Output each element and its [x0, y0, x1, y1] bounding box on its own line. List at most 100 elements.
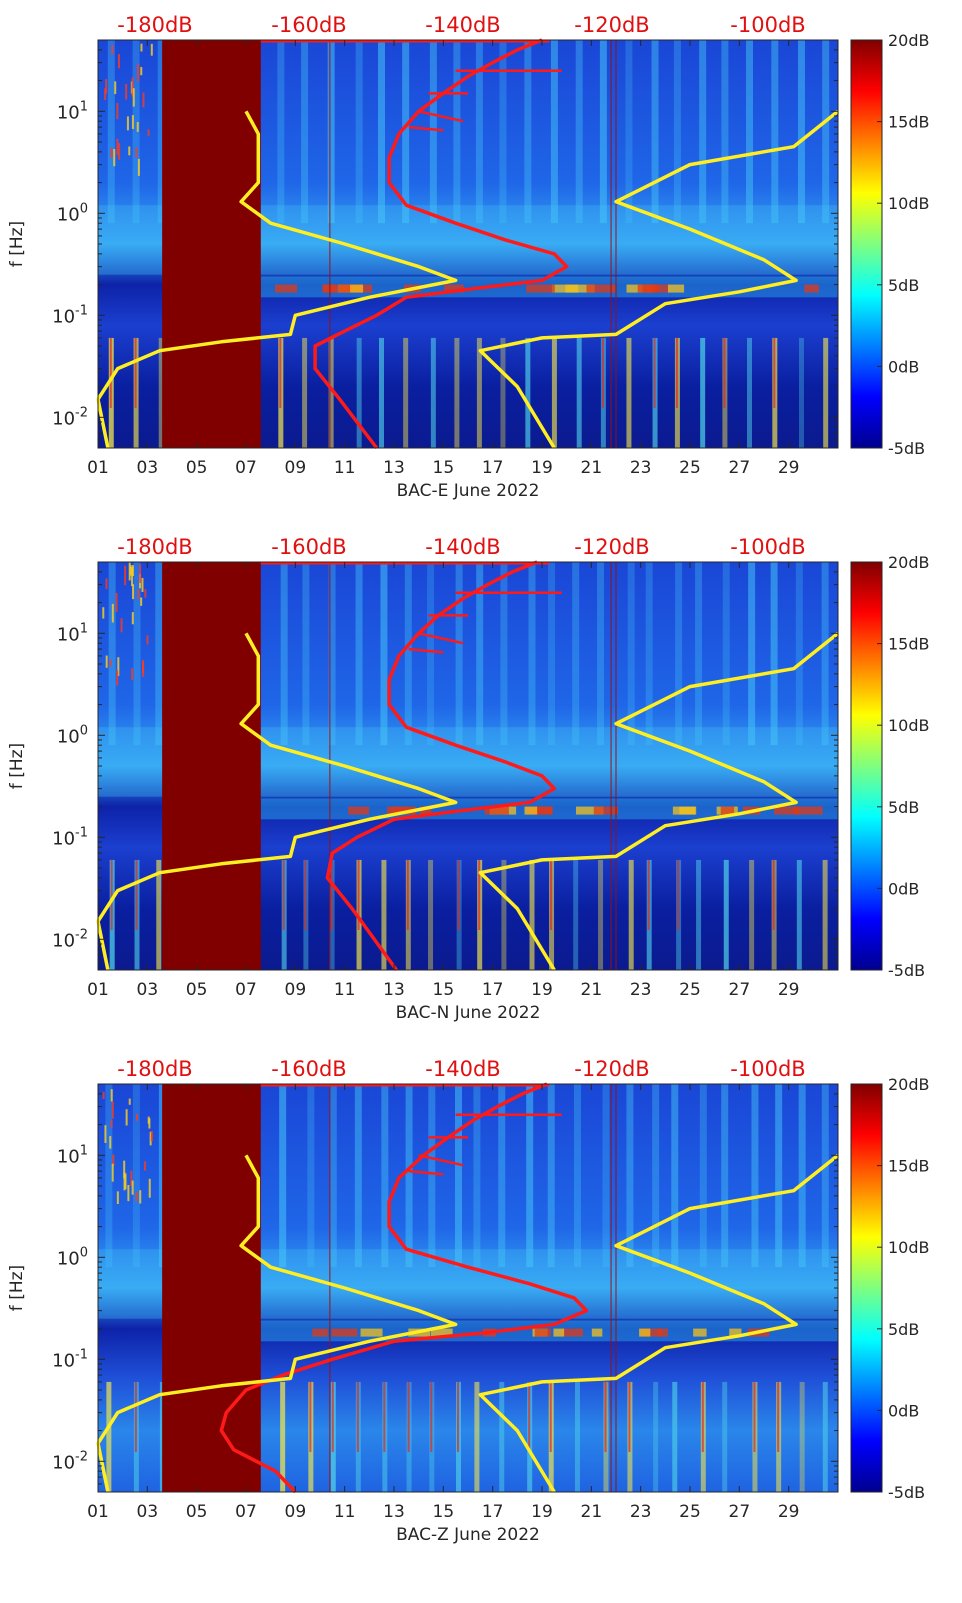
top-axis-label: -100dB	[730, 535, 805, 559]
day-streak-high	[355, 40, 363, 224]
speckle	[146, 635, 149, 645]
day-streak-red	[135, 859, 138, 930]
day-streak-low	[356, 337, 362, 448]
day-streak-high	[547, 1084, 555, 1268]
speckle	[112, 1154, 115, 1166]
noise-model-curve	[325, 560, 557, 972]
day-streak-high	[475, 40, 483, 224]
y-tick-exponent: -2	[75, 1449, 88, 1464]
hot-spot	[729, 1328, 742, 1337]
x-tick-label: 23	[630, 458, 652, 478]
y-tick-label: 10-1	[52, 825, 88, 849]
day-streak-high	[675, 562, 683, 746]
speckle	[140, 67, 143, 76]
speckle	[110, 1120, 113, 1128]
speckle	[131, 612, 134, 625]
day-streak-high	[699, 40, 707, 224]
day-streak-red	[282, 859, 285, 930]
speckle	[116, 1191, 119, 1205]
day-streak-high	[626, 1084, 634, 1268]
day-streak-high	[473, 1084, 481, 1268]
hot-spot	[804, 284, 819, 293]
y-tick-label: 10-2	[52, 927, 88, 951]
day-streak-high	[428, 1084, 436, 1268]
day-streak-high	[329, 1084, 337, 1268]
day-streak-high	[155, 562, 163, 746]
y-tick-exponent: 0	[80, 1245, 88, 1260]
day-streak-red	[109, 337, 112, 408]
day-streak-red	[134, 1381, 137, 1452]
reference-model-curve	[478, 1153, 840, 1493]
speckle	[111, 45, 114, 55]
x-tick-label: 13	[383, 980, 405, 1000]
x-tick-label: 17	[482, 1502, 504, 1522]
y-tick-base: 10	[52, 1350, 75, 1371]
day-streak-high	[377, 40, 385, 224]
x-tick-label: 29	[778, 1502, 800, 1522]
speckle	[105, 578, 108, 589]
x-tick-label: 05	[186, 458, 208, 478]
x-axis-label: BAC-Z June 2022	[396, 1525, 540, 1545]
day-streak-high	[301, 40, 309, 224]
day-streak-high	[499, 40, 507, 224]
hot-spot	[553, 1328, 565, 1337]
day-streak-high	[721, 1084, 729, 1268]
speckle	[116, 102, 119, 120]
day-streak-high	[355, 562, 363, 746]
x-tick-label: 27	[729, 1502, 751, 1522]
noise-curve-spur	[418, 110, 464, 123]
hot-spot	[575, 806, 604, 815]
speckle	[131, 668, 134, 681]
day-streak-low	[722, 1381, 728, 1492]
colorbar-label: 15dB	[888, 635, 930, 654]
day-streak-low	[696, 859, 702, 970]
day-streak-low	[749, 859, 755, 970]
speckle	[144, 589, 147, 598]
speckle	[111, 1101, 114, 1119]
hot-spots	[104, 43, 819, 293]
top-axis-label: -120dB	[574, 535, 649, 559]
x-tick-label: 15	[433, 1502, 455, 1522]
day-streak-low	[628, 859, 634, 970]
colorbar-label: 5dB	[888, 798, 919, 817]
reference-model-curve	[96, 110, 458, 449]
day-streak-high	[404, 562, 412, 746]
y-tick-exponent: -1	[75, 1347, 88, 1362]
hot-spot	[667, 284, 685, 293]
day-streak-high	[575, 40, 583, 224]
x-axis-label: BAC-N June 2022	[396, 1003, 541, 1023]
x-tick-label: 05	[186, 980, 208, 1000]
x-tick-label: 05	[186, 1502, 208, 1522]
day-streak-high	[157, 40, 165, 224]
x-axis-ticks: 01 03 05 07 09 11 13 15 17 19 21 23 25 27 29	[87, 562, 799, 1000]
hot-spot	[484, 806, 509, 815]
day-streak-red	[457, 1381, 460, 1452]
day-streak-low	[672, 1381, 678, 1492]
colorbar-label: 20dB	[888, 31, 930, 50]
noise-model-curve	[313, 38, 569, 450]
top-axis-labels: -180dB -160dB -140dB -120dB -100dB	[117, 1057, 805, 1081]
reference-model-curve	[478, 631, 840, 971]
x-tick-label: 11	[334, 980, 356, 1000]
colorbar-label: 5dB	[888, 276, 919, 295]
hot-spot	[593, 806, 619, 815]
speckle	[150, 43, 153, 56]
colorbar-label: 20dB	[888, 553, 930, 572]
day-streak-red	[383, 1381, 386, 1452]
day-streak-low	[430, 337, 436, 448]
speckle	[141, 577, 144, 592]
x-tick-label: 15	[433, 980, 455, 1000]
day-streak-red	[407, 1381, 410, 1452]
speckle	[132, 584, 135, 600]
day-streak-red	[753, 1381, 756, 1452]
top-axis-labels: -180dB -160dB -140dB -120dB -100dB	[117, 535, 805, 559]
y-tick-exponent: 0	[80, 723, 88, 738]
speckle	[124, 565, 127, 586]
reference-model-curve	[96, 1154, 458, 1493]
x-tick-label: 03	[137, 1502, 159, 1522]
data-gap-block	[162, 1084, 261, 1492]
noise-curve-spur	[408, 647, 444, 654]
noise-curve-spur	[408, 1169, 444, 1176]
colorbar-gradient	[850, 39, 883, 449]
